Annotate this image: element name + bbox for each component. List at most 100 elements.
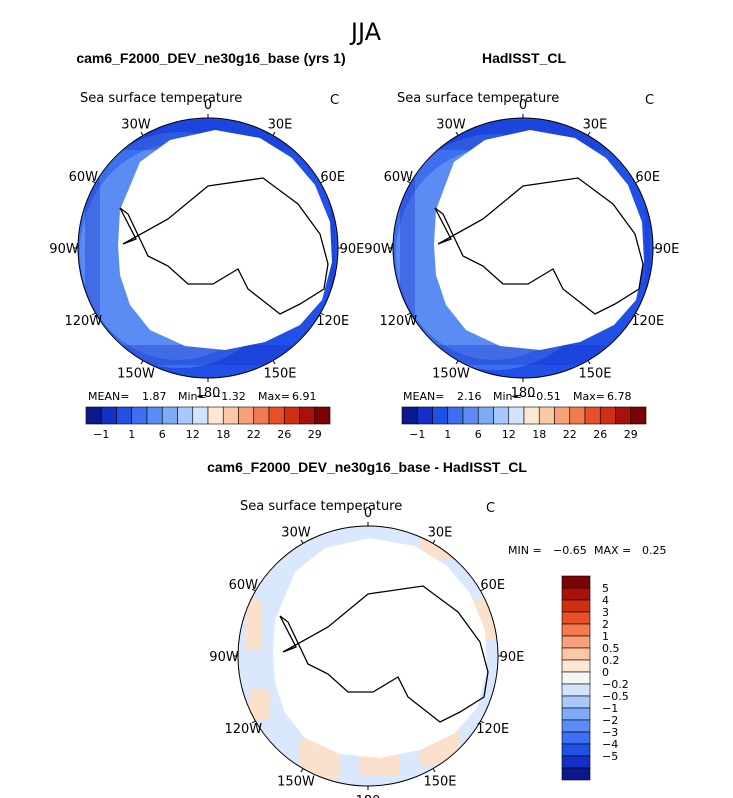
colorbar-swatch: [561, 659, 591, 673]
panel-model: cam6_F2000_DEV_ne30g16_base (yrs 1) Sea …: [49, 50, 364, 441]
lon-tick: [320, 312, 325, 316]
colorbar-tick-label: 18: [216, 428, 230, 441]
units-label: C: [645, 93, 654, 108]
colorbar-tick-label: −4: [602, 738, 618, 751]
colorbar-swatch: [477, 406, 494, 425]
colorbar-swatch: [561, 647, 591, 661]
colorbar-swatch: [630, 406, 647, 425]
min-value: −0.65: [553, 544, 587, 557]
lon-label: 30W: [436, 117, 466, 132]
lon-label: 60E: [480, 578, 505, 593]
lon-label: 120W: [224, 722, 262, 737]
colorbar-swatch: [561, 635, 591, 649]
colorbar-swatch: [561, 575, 591, 589]
stats-line: MEAN= 2.16 Min= −0.51 Max= 6.78: [403, 390, 632, 403]
lon-label: 30W: [121, 117, 151, 132]
colorbar-swatch: [561, 707, 591, 721]
colorbar-swatch: [561, 611, 591, 625]
colorbar-swatch: [561, 755, 591, 769]
lon-label: 60E: [320, 170, 345, 185]
max-value: 6.78: [607, 390, 632, 403]
lon-label: 120E: [316, 314, 349, 329]
lon-label: 30W: [281, 525, 311, 540]
colorbar-swatch: [401, 406, 418, 425]
colorbar-tick-label: −3: [602, 726, 618, 739]
lon-tick: [91, 312, 96, 316]
longitude-labels: 0 30E 60E 90E 120E 150E 180 150W 120W 90W 60W 30W: [49, 98, 364, 401]
colorbar-tick-label: 22: [563, 428, 577, 441]
variable-label: Sea surface temperature: [240, 499, 402, 514]
lon-tick: [251, 588, 256, 592]
colorbar-tick-label: −0.2: [602, 678, 629, 691]
colorbar-swatch: [523, 406, 540, 425]
colorbar-tick-label: 0.2: [602, 654, 620, 667]
lon-tick: [455, 360, 459, 365]
lon-label: 30E: [428, 525, 453, 540]
min-value: −0.51: [527, 390, 561, 403]
colorbar-swatch: [238, 406, 255, 425]
colorbar-swatch: [508, 406, 525, 425]
sst-map: [393, 118, 653, 378]
mean-label: MEAN=: [403, 390, 444, 403]
colorbar-swatch: [447, 406, 464, 425]
variable-label: Sea surface temperature: [80, 91, 242, 106]
lon-tick: [251, 720, 256, 724]
colorbar-tick-label: 6: [475, 428, 482, 441]
colorbar-swatch: [146, 406, 163, 425]
mean-value: 2.16: [457, 390, 482, 403]
colorbar-swatch: [561, 671, 591, 685]
colorbar-swatch: [561, 599, 591, 613]
lon-label: 30E: [583, 117, 608, 132]
diff-stats: MIN = −0.65 MAX = 0.25: [508, 544, 667, 557]
colorbar-swatch: [268, 406, 285, 425]
colorbar-swatch: [85, 406, 102, 425]
units-label: C: [486, 501, 495, 516]
lon-label: 150W: [432, 367, 470, 382]
mean-value: 1.87: [142, 390, 167, 403]
colorbar-swatch: [561, 731, 591, 745]
max-value: 6.91: [292, 390, 317, 403]
colorbar-tick-label: 4: [602, 594, 609, 607]
sst-map: [78, 118, 338, 378]
lon-tick: [635, 180, 640, 184]
season-title: JJA: [349, 18, 382, 46]
colorbar-swatch: [116, 406, 133, 425]
lon-tick: [140, 131, 144, 136]
colorbar-tick-label: 3: [602, 606, 609, 619]
lon-label: 150W: [277, 775, 315, 790]
colorbar-tick-label: 0: [602, 666, 609, 679]
colorbar-swatch: [161, 406, 178, 425]
lon-tick: [635, 312, 640, 316]
max-label: Max=: [258, 390, 290, 403]
lon-tick: [480, 588, 485, 592]
panel-title: HadISST_CL: [482, 50, 566, 66]
colorbar-swatch: [584, 406, 601, 425]
lon-label: 90E: [655, 242, 680, 257]
colorbar-swatch: [283, 406, 300, 425]
colorbar-swatch: [538, 406, 555, 425]
colorbar-swatch: [222, 406, 239, 425]
colorbar-swatch: [207, 406, 224, 425]
colorbar-tick-label: 26: [593, 428, 607, 441]
lon-label: 180: [356, 794, 381, 798]
lon-tick: [140, 360, 144, 365]
lon-tick: [91, 180, 96, 184]
colorbar-swatch: [569, 406, 586, 425]
lon-label: 0: [364, 506, 372, 521]
lon-tick: [587, 360, 591, 365]
colorbar-tick-label: −2: [602, 714, 618, 727]
lon-tick: [272, 131, 276, 136]
colorbar: −1 1 6 12 18 22 26 29: [85, 406, 331, 441]
lon-label: 120W: [64, 314, 102, 329]
lon-tick: [455, 131, 459, 136]
colorbar-tick-label: −1: [602, 702, 618, 715]
colorbar-swatch: [432, 406, 449, 425]
colorbar-swatch: [131, 406, 148, 425]
colorbar-tick-label: 1: [602, 630, 609, 643]
colorbar-swatch: [416, 406, 433, 425]
colorbar-tick-label: −0.5: [602, 690, 629, 703]
lon-label: 90W: [364, 242, 394, 257]
lon-label: 120E: [476, 722, 509, 737]
